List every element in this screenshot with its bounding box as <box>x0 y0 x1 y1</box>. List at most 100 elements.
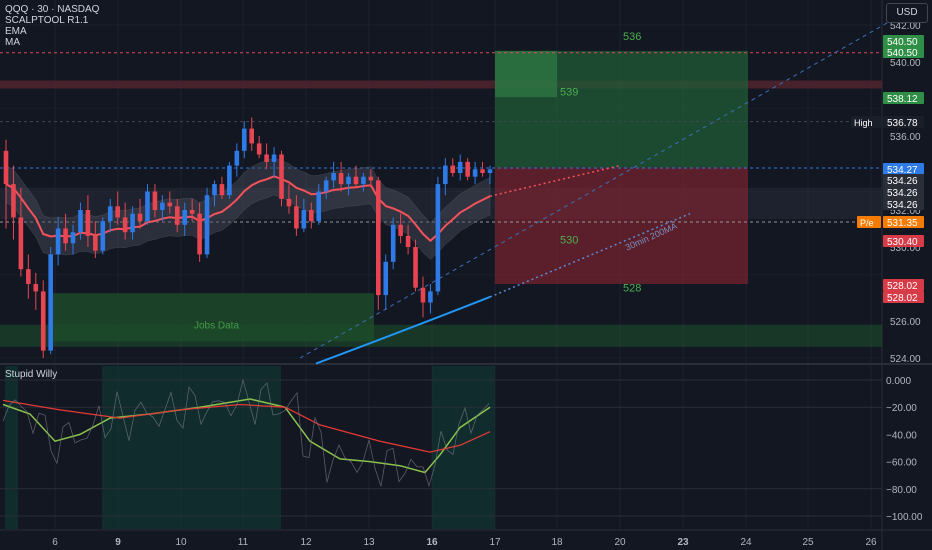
price-label-bg-6 <box>883 186 924 198</box>
osc-tick-5: −100.00 <box>886 512 923 523</box>
price-label-5: 534.26 <box>887 176 918 187</box>
time-tick-3: 11 <box>238 537 249 548</box>
price-tag-3: High <box>854 118 873 128</box>
time-tick-8: 18 <box>551 537 563 548</box>
price-label-3: 536.78 <box>887 118 918 129</box>
candle-body-53 <box>398 224 403 236</box>
candle-body-25 <box>189 210 195 214</box>
price-tick-3: 532.00 <box>890 206 921 217</box>
trend-line <box>299 20 891 359</box>
price-tick-2: 536.00 <box>890 132 921 143</box>
price-label-bg-5 <box>883 174 924 186</box>
annotation-label-1: 539 <box>560 86 578 98</box>
candle-body-42 <box>316 191 322 222</box>
currency-button[interactable]: USD <box>886 3 928 23</box>
price-label-11: 528.02 <box>887 293 918 304</box>
candle-body-32 <box>241 128 247 151</box>
candle-body-64 <box>480 169 485 173</box>
time-tick-0: 6 <box>52 537 58 548</box>
candle-body-63 <box>472 169 478 177</box>
candle-body-31 <box>234 150 240 166</box>
time-tick-1: 9 <box>115 537 121 548</box>
legend-indicator-scalptool[interactable]: SCALPTOOL R1.1 <box>5 15 89 26</box>
candle-body-19 <box>145 191 150 222</box>
candle-body-54 <box>405 235 411 247</box>
candle-body-30 <box>227 165 232 196</box>
osc-tick-0: 0.000 <box>886 376 911 387</box>
ma-200-line <box>315 296 491 365</box>
candle-body-34 <box>256 143 262 155</box>
candle-body-57 <box>428 291 433 303</box>
oscillator-title[interactable]: Stupid Willy <box>5 369 58 380</box>
candle-body-35 <box>264 154 269 162</box>
candle-body-21 <box>160 202 165 210</box>
candle-body-12 <box>93 235 98 251</box>
legend-indicator-ma[interactable]: MA <box>5 37 20 48</box>
price-tick-1: 540.00 <box>890 58 921 69</box>
candle-body-14 <box>107 206 113 222</box>
price-label-7: 534.26 <box>887 200 918 211</box>
osc-tick-3: −60.00 <box>886 458 917 469</box>
candle-body-29 <box>219 184 225 196</box>
candle-body-65 <box>487 169 493 173</box>
candle-body-46 <box>346 176 351 185</box>
candle-body-43 <box>323 180 329 192</box>
candle-body-37 <box>279 154 284 199</box>
osc-tick-4: −80.00 <box>886 485 917 496</box>
price-tag-bg-3 <box>851 116 881 128</box>
osc-zone-0 <box>5 366 18 529</box>
price-tag-8: P/e <box>860 218 874 228</box>
time-tick-12: 25 <box>802 537 814 548</box>
candle-body-0 <box>3 150 9 185</box>
price-label-4: 534.27 <box>887 165 918 176</box>
osc-slow-line <box>2 399 491 453</box>
osc-tick-2: −40.00 <box>886 430 917 441</box>
annotation-label-2: 530 <box>560 234 578 246</box>
candle-body-58 <box>435 184 441 292</box>
chart-legend: QQQ · 30 · NASDAQ SCALPTOOL R1.1 EMA MA <box>5 4 99 48</box>
candle-body-62 <box>465 161 470 177</box>
candle-body-16 <box>122 217 128 233</box>
price-label-bg-1 <box>883 46 924 58</box>
annotation-label-0: 536 <box>623 31 641 43</box>
price-label-6: 534.26 <box>887 188 918 199</box>
legend-symbol: QQQ · 30 · NASDAQ <box>5 4 100 15</box>
osc-zone-1 <box>102 366 281 529</box>
candle-body-7 <box>55 228 61 255</box>
candle-body-6 <box>48 254 53 351</box>
support-zone <box>0 324 882 347</box>
candle-body-59 <box>443 165 448 185</box>
price-label-bg-8 <box>883 216 924 228</box>
price-label-bg-2 <box>883 92 924 104</box>
price-label-bg-9 <box>883 235 924 247</box>
candle-body-51 <box>383 261 389 296</box>
candle-body-52 <box>390 224 396 262</box>
time-tick-13: 26 <box>865 537 877 548</box>
legend-indicator-ema[interactable]: EMA <box>5 26 27 37</box>
stop-loss-zone <box>495 167 748 284</box>
price-tag-bg-8 <box>857 216 881 228</box>
candle-body-38 <box>286 198 292 207</box>
price-label-bg-3 <box>883 116 924 128</box>
candle-body-41 <box>308 210 314 222</box>
price-tick-4: 530.00 <box>890 243 921 254</box>
candle-body-15 <box>115 206 120 218</box>
time-tick-9: 20 <box>614 537 626 548</box>
jobs-data-label: Jobs Data <box>194 320 239 331</box>
candle-body-55 <box>413 247 418 288</box>
candle-body-27 <box>204 195 210 255</box>
time-tick-2: 10 <box>175 537 187 548</box>
candle-body-40 <box>301 210 307 229</box>
time-tick-11: 24 <box>740 537 752 548</box>
candle-body-4 <box>33 284 39 292</box>
osc-tick-1: −20.00 <box>886 403 917 414</box>
candle-body-13 <box>100 221 106 251</box>
candle-body-26 <box>197 213 202 255</box>
price-label-1: 540.50 <box>887 48 918 59</box>
candle-body-24 <box>182 210 188 225</box>
candle-body-3 <box>26 269 31 284</box>
candle-body-22 <box>167 202 173 207</box>
price-tick-6: 524.00 <box>890 354 921 365</box>
time-tick-4: 12 <box>300 537 312 548</box>
